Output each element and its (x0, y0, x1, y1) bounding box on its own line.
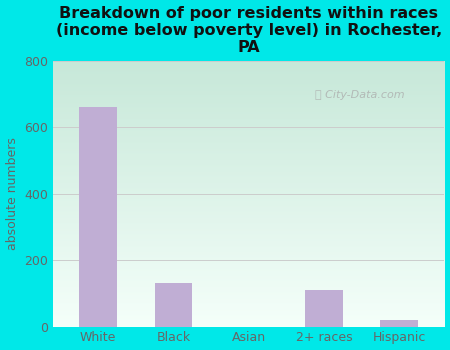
Bar (305, 290, 343, 327)
Y-axis label: absolute numbers: absolute numbers (5, 137, 18, 250)
Bar (380, 320, 418, 327)
Bar (155, 284, 192, 327)
Title: Breakdown of poor residents within races
(income below poverty level) in Rochest: Breakdown of poor residents within races… (56, 6, 442, 55)
Text: ⓘ City-Data.com: ⓘ City-Data.com (315, 90, 405, 100)
Bar (79, 107, 117, 327)
